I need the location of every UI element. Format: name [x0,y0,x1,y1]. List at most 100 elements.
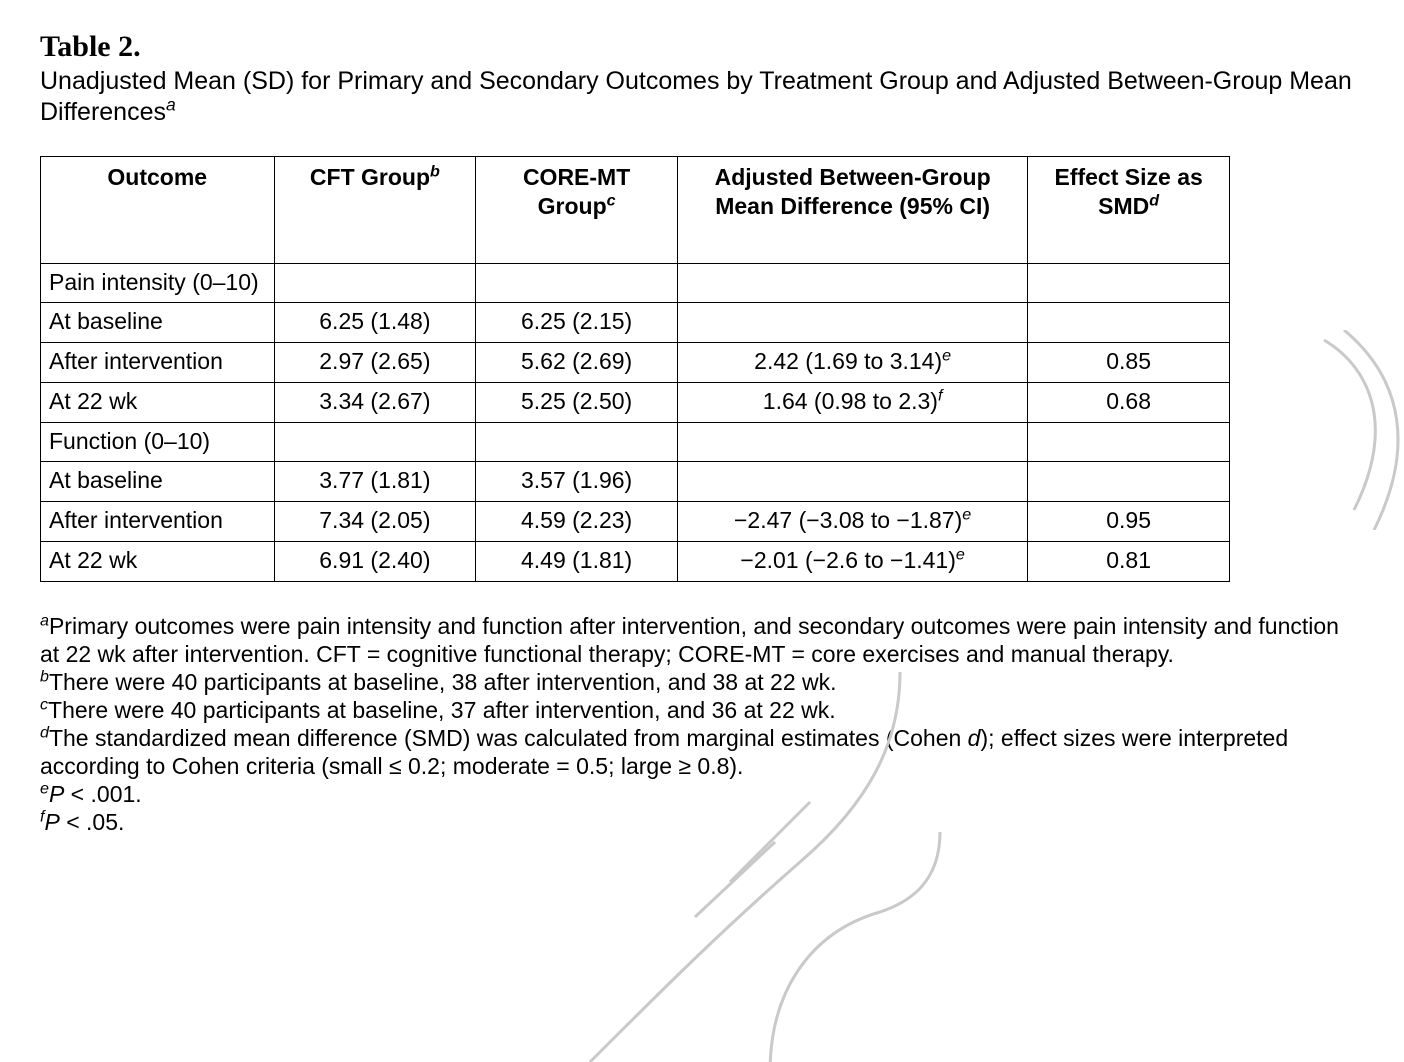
col-header-smd: Effect Size as SMDd [1028,157,1230,264]
empty-cell [476,422,678,462]
row-label-cell: At 22 wk [41,382,275,422]
table-row: After intervention 2.97 (2.65) 5.62 (2.6… [41,343,1230,383]
footnote-d: dThe standardized mean difference (SMD) … [40,724,1354,780]
adj-cell [677,462,1027,502]
adj-text: −2.01 (−2.6 to −1.41) [740,547,955,573]
row-label-cell: At baseline [41,462,275,502]
col-header-sup: c [607,191,616,209]
caption-sup: a [166,94,176,114]
adj-text: 1.64 (0.98 to 2.3) [763,388,938,414]
table-row: Pain intensity (0–10) [41,263,1230,303]
core-cell: 6.25 (2.15) [476,303,678,343]
table-header-row: Outcome CFT Groupb CORE-MT Groupc Adjust… [41,157,1230,264]
row-label-cell: At baseline [41,303,275,343]
empty-cell [677,263,1027,303]
footnote-sup: e [40,779,49,797]
adj-sup: e [942,346,951,364]
footnote-sup: c [40,695,48,713]
adj-sup: e [962,505,971,523]
footnote-b: bThere were 40 participants at baseline,… [40,668,1354,696]
cft-cell: 2.97 (2.65) [274,343,476,383]
adj-cell [677,303,1027,343]
empty-cell [677,422,1027,462]
caption-text: Unadjusted Mean (SD) for Primary and Sec… [40,67,1352,126]
table-row: Function (0–10) [41,422,1230,462]
core-cell: 4.49 (1.81) [476,541,678,581]
col-header-core: CORE-MT Groupc [476,157,678,264]
footnote-e: eP < .001. [40,780,1354,808]
cft-cell: 6.25 (1.48) [274,303,476,343]
smd-cell [1028,462,1230,502]
wm-path [770,832,940,1062]
adj-sup: e [956,545,965,563]
empty-cell [1028,263,1230,303]
footnote-italic: P [49,781,64,807]
footnote-text-before: The standardized mean difference (SMD) w… [49,725,968,751]
wm-path [1344,330,1398,530]
core-cell: 3.57 (1.96) [476,462,678,502]
outcomes-table: Outcome CFT Groupb CORE-MT Groupc Adjust… [40,156,1230,582]
col-header-sup: b [430,162,440,180]
smd-cell: 0.81 [1028,541,1230,581]
cft-cell: 6.91 (2.40) [274,541,476,581]
row-label-cell: After intervention [41,343,275,383]
adj-cell: −2.47 (−3.08 to −1.87)e [677,502,1027,542]
row-label-cell: After intervention [41,502,275,542]
table-row: At baseline 6.25 (1.48) 6.25 (2.15) [41,303,1230,343]
table-row: At 22 wk 3.34 (2.67) 5.25 (2.50) 1.64 (0… [41,382,1230,422]
col-header-adjusted: Adjusted Between-Group Mean Difference (… [677,157,1027,264]
adj-cell: 2.42 (1.69 to 3.14)e [677,343,1027,383]
footnote-italic: d [968,725,981,751]
core-cell: 4.59 (2.23) [476,502,678,542]
empty-cell [1028,422,1230,462]
empty-cell [476,263,678,303]
table-row: At baseline 3.77 (1.81) 3.57 (1.96) [41,462,1230,502]
footnote-sup: d [40,723,49,741]
footnote-text: There were 40 participants at baseline, … [49,669,837,695]
footnote-italic: P [44,809,59,835]
footnote-a: aPrimary outcomes were pain intensity an… [40,612,1354,668]
smd-cell: 0.95 [1028,502,1230,542]
adj-cell: 1.64 (0.98 to 2.3)f [677,382,1027,422]
footnote-text: There were 40 participants at baseline, … [48,697,836,723]
cft-cell: 3.77 (1.81) [274,462,476,502]
section-cell: Function (0–10) [41,422,275,462]
table-row: At 22 wk 6.91 (2.40) 4.49 (1.81) −2.01 (… [41,541,1230,581]
adj-text: −2.47 (−3.08 to −1.87) [734,507,962,533]
col-header-outcome: Outcome [41,157,275,264]
table-caption: Unadjusted Mean (SD) for Primary and Sec… [40,67,1352,126]
footnotes: aPrimary outcomes were pain intensity an… [40,612,1364,836]
table-label: Table 2. [40,30,141,63]
footnote-f: fP < .05. [40,808,1354,836]
cft-cell: 7.34 (2.05) [274,502,476,542]
col-header-text: Adjusted Between-Group Mean Difference (… [715,164,991,219]
smd-cell [1028,303,1230,343]
core-cell: 5.25 (2.50) [476,382,678,422]
section-cell: Pain intensity (0–10) [41,263,275,303]
empty-cell [274,422,476,462]
smd-cell: 0.85 [1028,343,1230,383]
col-header-sup: d [1149,191,1159,209]
adj-sup: f [938,386,942,404]
footnote-text: < .05. [60,809,125,835]
footnote-c: cThere were 40 participants at baseline,… [40,696,1354,724]
empty-cell [274,263,476,303]
wm-path [695,842,775,917]
col-header-text: Effect Size as SMD [1054,164,1202,219]
footnote-sup: a [40,611,49,629]
watermark-shape-icon [1314,330,1404,530]
adj-text: 2.42 (1.69 to 3.14) [754,348,942,374]
table-row: After intervention 7.34 (2.05) 4.59 (2.2… [41,502,1230,542]
footnote-text: Primary outcomes were pain intensity and… [40,613,1339,667]
wm-path [1324,340,1375,510]
table-title-block: Table 2. Unadjusted Mean (SD) for Primar… [40,28,1364,128]
cft-cell: 3.34 (2.67) [274,382,476,422]
col-header-text: CFT Group [310,164,430,190]
footnote-text: < .001. [64,781,141,807]
core-cell: 5.62 (2.69) [476,343,678,383]
row-label-cell: At 22 wk [41,541,275,581]
col-header-text: Outcome [107,164,207,190]
footnote-sup: b [40,667,49,685]
adj-cell: −2.01 (−2.6 to −1.41)e [677,541,1027,581]
col-header-cft: CFT Groupb [274,157,476,264]
